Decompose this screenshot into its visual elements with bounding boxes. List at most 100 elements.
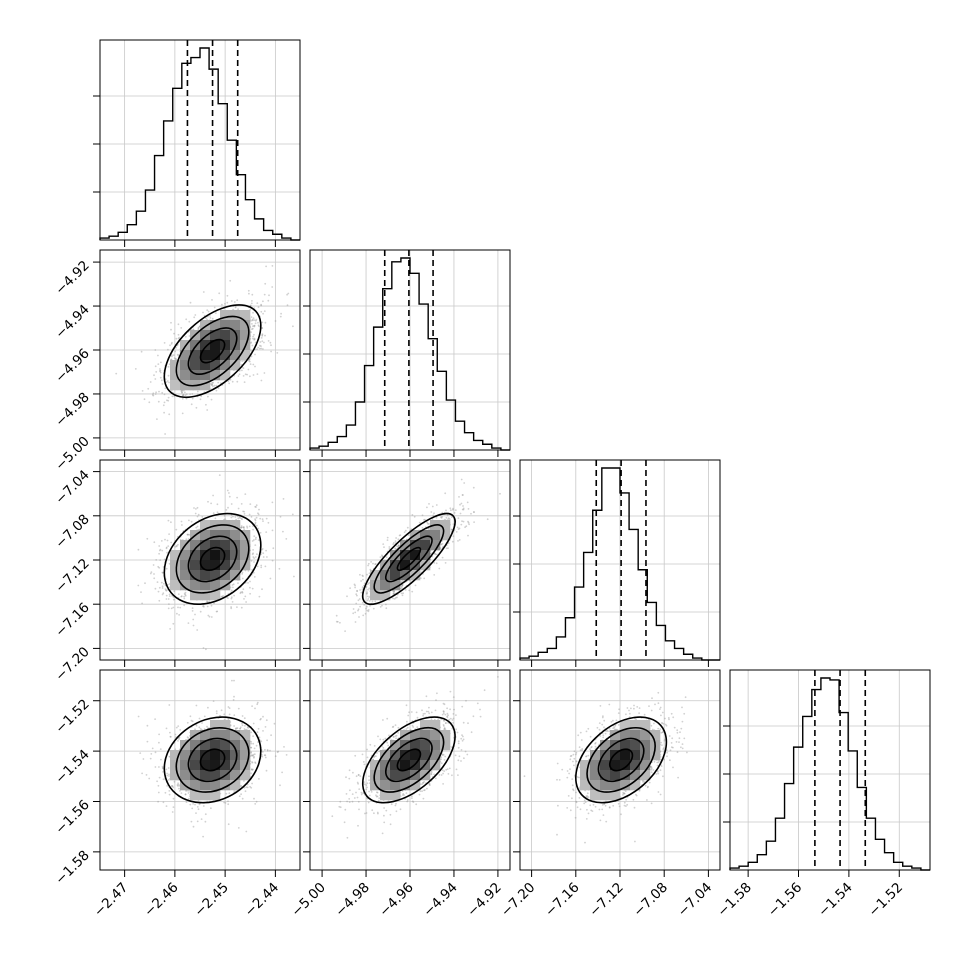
sample-point bbox=[160, 379, 163, 382]
sample-point bbox=[161, 549, 164, 552]
sample-point bbox=[252, 311, 254, 314]
sample-point bbox=[143, 398, 146, 401]
sample-point bbox=[233, 695, 235, 698]
sample-point bbox=[272, 547, 275, 550]
sample-point bbox=[210, 604, 213, 607]
sample-point bbox=[238, 516, 241, 519]
sample-point bbox=[234, 728, 237, 730]
sample-point bbox=[231, 380, 234, 383]
sample-point bbox=[399, 580, 402, 583]
sample-point bbox=[254, 521, 257, 524]
sample-point bbox=[251, 293, 254, 296]
sample-point bbox=[242, 526, 245, 528]
sample-point bbox=[364, 612, 367, 615]
sample-point bbox=[250, 516, 253, 518]
sample-point bbox=[286, 304, 289, 307]
sample-point bbox=[400, 587, 403, 589]
density-cell bbox=[190, 370, 201, 381]
density-layer bbox=[115, 265, 294, 435]
density-cell bbox=[220, 310, 231, 321]
sample-point bbox=[190, 719, 193, 722]
sample-point bbox=[365, 586, 368, 588]
sample-point bbox=[192, 618, 195, 621]
sample-point bbox=[261, 321, 264, 324]
sample-point bbox=[161, 767, 164, 769]
sample-point bbox=[268, 294, 270, 297]
sample-point bbox=[242, 375, 245, 377]
density-cell bbox=[210, 330, 221, 341]
sample-point bbox=[163, 342, 166, 344]
sample-point bbox=[388, 546, 391, 548]
sample-point bbox=[234, 516, 237, 518]
density-cell bbox=[190, 360, 201, 371]
sample-point bbox=[189, 803, 192, 806]
sample-point bbox=[167, 365, 170, 368]
sample-point bbox=[253, 324, 256, 327]
density-cell bbox=[190, 350, 201, 361]
sample-point bbox=[460, 502, 463, 505]
sample-point bbox=[155, 391, 158, 394]
sample-point bbox=[172, 806, 175, 808]
sample-point bbox=[399, 585, 402, 588]
sample-point bbox=[250, 355, 253, 358]
sample-point bbox=[372, 607, 375, 610]
sample-point bbox=[241, 518, 243, 521]
sample-point bbox=[226, 489, 229, 492]
sample-point bbox=[264, 321, 267, 324]
sample-point bbox=[153, 541, 156, 544]
sample-point bbox=[159, 548, 162, 551]
sample-point bbox=[186, 736, 189, 738]
sample-point bbox=[181, 524, 183, 526]
sample-point bbox=[386, 539, 389, 541]
sample-point bbox=[241, 526, 243, 529]
sample-point bbox=[141, 602, 144, 605]
sample-point bbox=[265, 549, 267, 552]
sample-point bbox=[374, 600, 377, 603]
sample-point bbox=[368, 587, 371, 590]
sample-point bbox=[285, 538, 288, 540]
sample-point bbox=[203, 715, 206, 718]
sample-point bbox=[172, 622, 175, 625]
sample-point bbox=[157, 590, 160, 593]
sample-point bbox=[360, 580, 362, 582]
density-cell bbox=[220, 370, 231, 381]
sample-point bbox=[180, 792, 183, 794]
sample-point bbox=[168, 775, 170, 777]
density-cell bbox=[180, 560, 191, 571]
y-tick-label: −7.20 bbox=[52, 644, 93, 685]
sample-point bbox=[257, 513, 260, 516]
sample-point bbox=[367, 598, 370, 600]
sample-point bbox=[230, 516, 233, 519]
sample-point bbox=[197, 513, 200, 516]
scatter-panel-p1-p3: −7.20−7.16−7.12−7.08−7.04 bbox=[52, 459, 301, 685]
sample-point bbox=[159, 369, 162, 372]
sample-point bbox=[264, 565, 267, 568]
sample-point bbox=[253, 535, 256, 537]
density-cell bbox=[200, 340, 211, 351]
sample-point bbox=[177, 783, 180, 786]
density-cell bbox=[200, 530, 211, 541]
sample-point bbox=[382, 543, 385, 545]
sample-point bbox=[398, 534, 401, 537]
sample-point bbox=[260, 310, 263, 313]
sample-point bbox=[256, 348, 258, 351]
sample-point bbox=[250, 746, 252, 749]
sample-point bbox=[381, 555, 384, 558]
density-cell bbox=[200, 330, 211, 341]
sample-point bbox=[400, 592, 403, 595]
sample-point bbox=[366, 605, 368, 608]
sample-point bbox=[406, 526, 409, 529]
sample-point bbox=[279, 515, 282, 518]
sample-point bbox=[362, 578, 364, 581]
sample-point bbox=[261, 340, 264, 343]
sample-point bbox=[140, 591, 142, 593]
sample-point bbox=[161, 593, 164, 596]
sample-point bbox=[187, 533, 190, 536]
sample-point bbox=[155, 559, 158, 561]
sample-point bbox=[254, 544, 257, 546]
sample-point bbox=[170, 521, 172, 524]
sample-point bbox=[250, 752, 252, 754]
sample-point bbox=[392, 589, 394, 592]
sample-point bbox=[423, 577, 426, 580]
sample-point bbox=[352, 612, 355, 615]
